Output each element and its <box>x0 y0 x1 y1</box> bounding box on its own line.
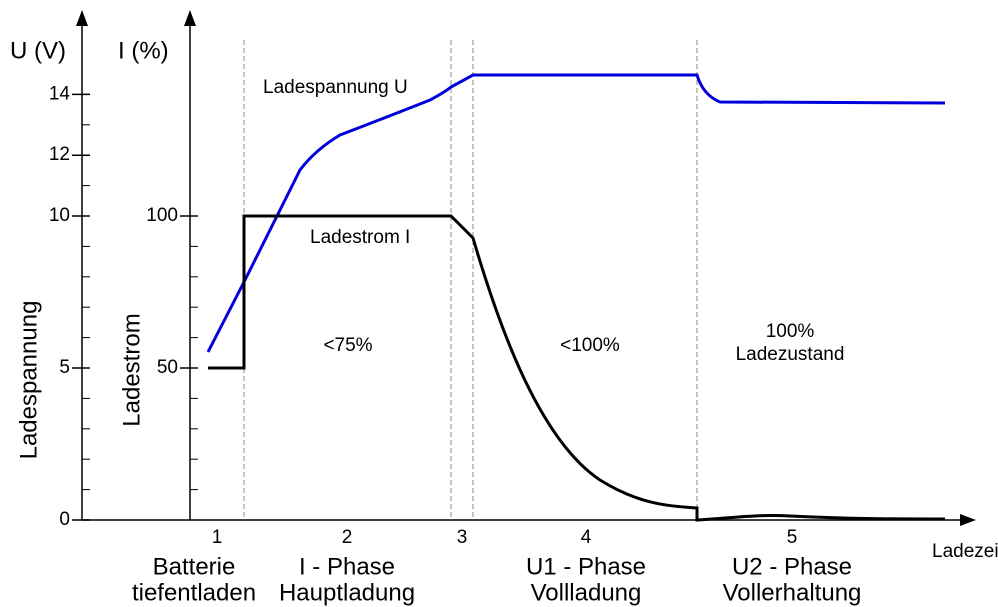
arrow <box>184 10 196 26</box>
phase-number: 3 <box>457 527 468 548</box>
phase-detail: Vollladung <box>531 579 642 606</box>
axes <box>76 10 976 526</box>
i-tick-label: 50 <box>157 357 178 378</box>
u-tick-label: 10 <box>49 205 70 226</box>
region-label: Ladezustand <box>736 344 845 365</box>
phase-detail: Vollerhaltung <box>723 579 862 606</box>
minor-ticks <box>82 93 198 491</box>
phase-number: 2 <box>342 527 353 548</box>
i-title: Ladestrom <box>118 313 145 426</box>
u-title: Ladespannung <box>15 301 42 460</box>
phase-detail: Hauptladung <box>279 579 415 606</box>
phase-dividers <box>243 40 698 520</box>
region-label: <75% <box>323 335 372 356</box>
phase-number: 4 <box>581 527 592 548</box>
region-label: 100% <box>766 321 815 342</box>
voltage-curve <box>206 73 946 353</box>
u-tick-label: 0 <box>59 509 70 530</box>
i-tick-label: 100 <box>146 205 178 226</box>
curve-label: Ladestrom I <box>310 227 410 248</box>
phase-number: 1 <box>212 527 223 548</box>
u-tick-label: 12 <box>49 144 70 165</box>
arrow <box>960 514 976 526</box>
current-curve <box>208 214 946 522</box>
region-label: <100% <box>560 335 620 356</box>
i-unit: I (%) <box>118 37 169 64</box>
u-unit: U (V) <box>10 37 66 64</box>
arrow <box>76 10 88 26</box>
u-tick-label: 14 <box>49 83 71 104</box>
curve-label: Ladespannung U <box>263 77 408 98</box>
x-title: Ladezeit <box>932 541 998 562</box>
phase-number: 5 <box>787 527 798 548</box>
phase-name: U2 - Phase <box>732 553 852 580</box>
phase-name: U1 - Phase <box>526 553 646 580</box>
phase-detail: tiefentladen <box>132 579 256 606</box>
phase-name: I - Phase <box>299 553 395 580</box>
phase-name: Batterie <box>153 553 236 580</box>
u-tick-label: 5 <box>59 357 70 378</box>
